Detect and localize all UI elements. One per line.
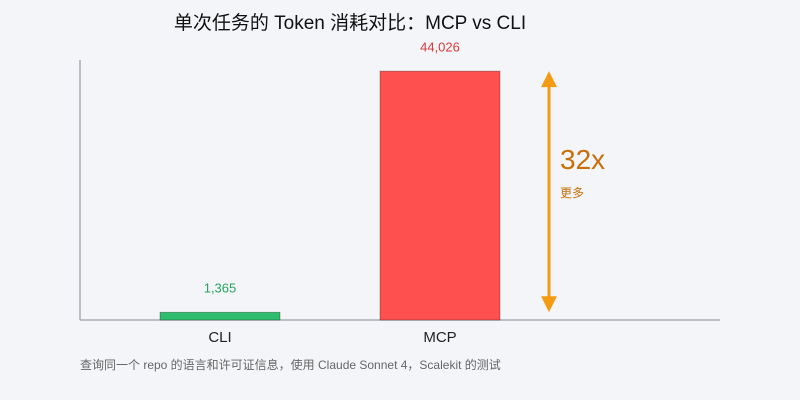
footnote: 查询同一个 repo 的语言和许可证信息，使用 Claude Sonnet 4，… (80, 357, 501, 372)
x-tick-label: CLI (208, 329, 231, 346)
value-label: 1,365 (204, 281, 237, 296)
value-label: 44,026 (420, 40, 460, 55)
bar (159, 311, 281, 321)
arrow-head (541, 296, 557, 313)
annotation-subtext: 更多 (560, 186, 584, 200)
chart-title: 单次任务的 Token 消耗对比：MCP vs CLI (174, 12, 526, 34)
annotation-text: 32x (560, 144, 605, 175)
x-tick-label: MCP (423, 329, 456, 346)
arrow-head (541, 71, 557, 88)
bar (379, 70, 501, 321)
